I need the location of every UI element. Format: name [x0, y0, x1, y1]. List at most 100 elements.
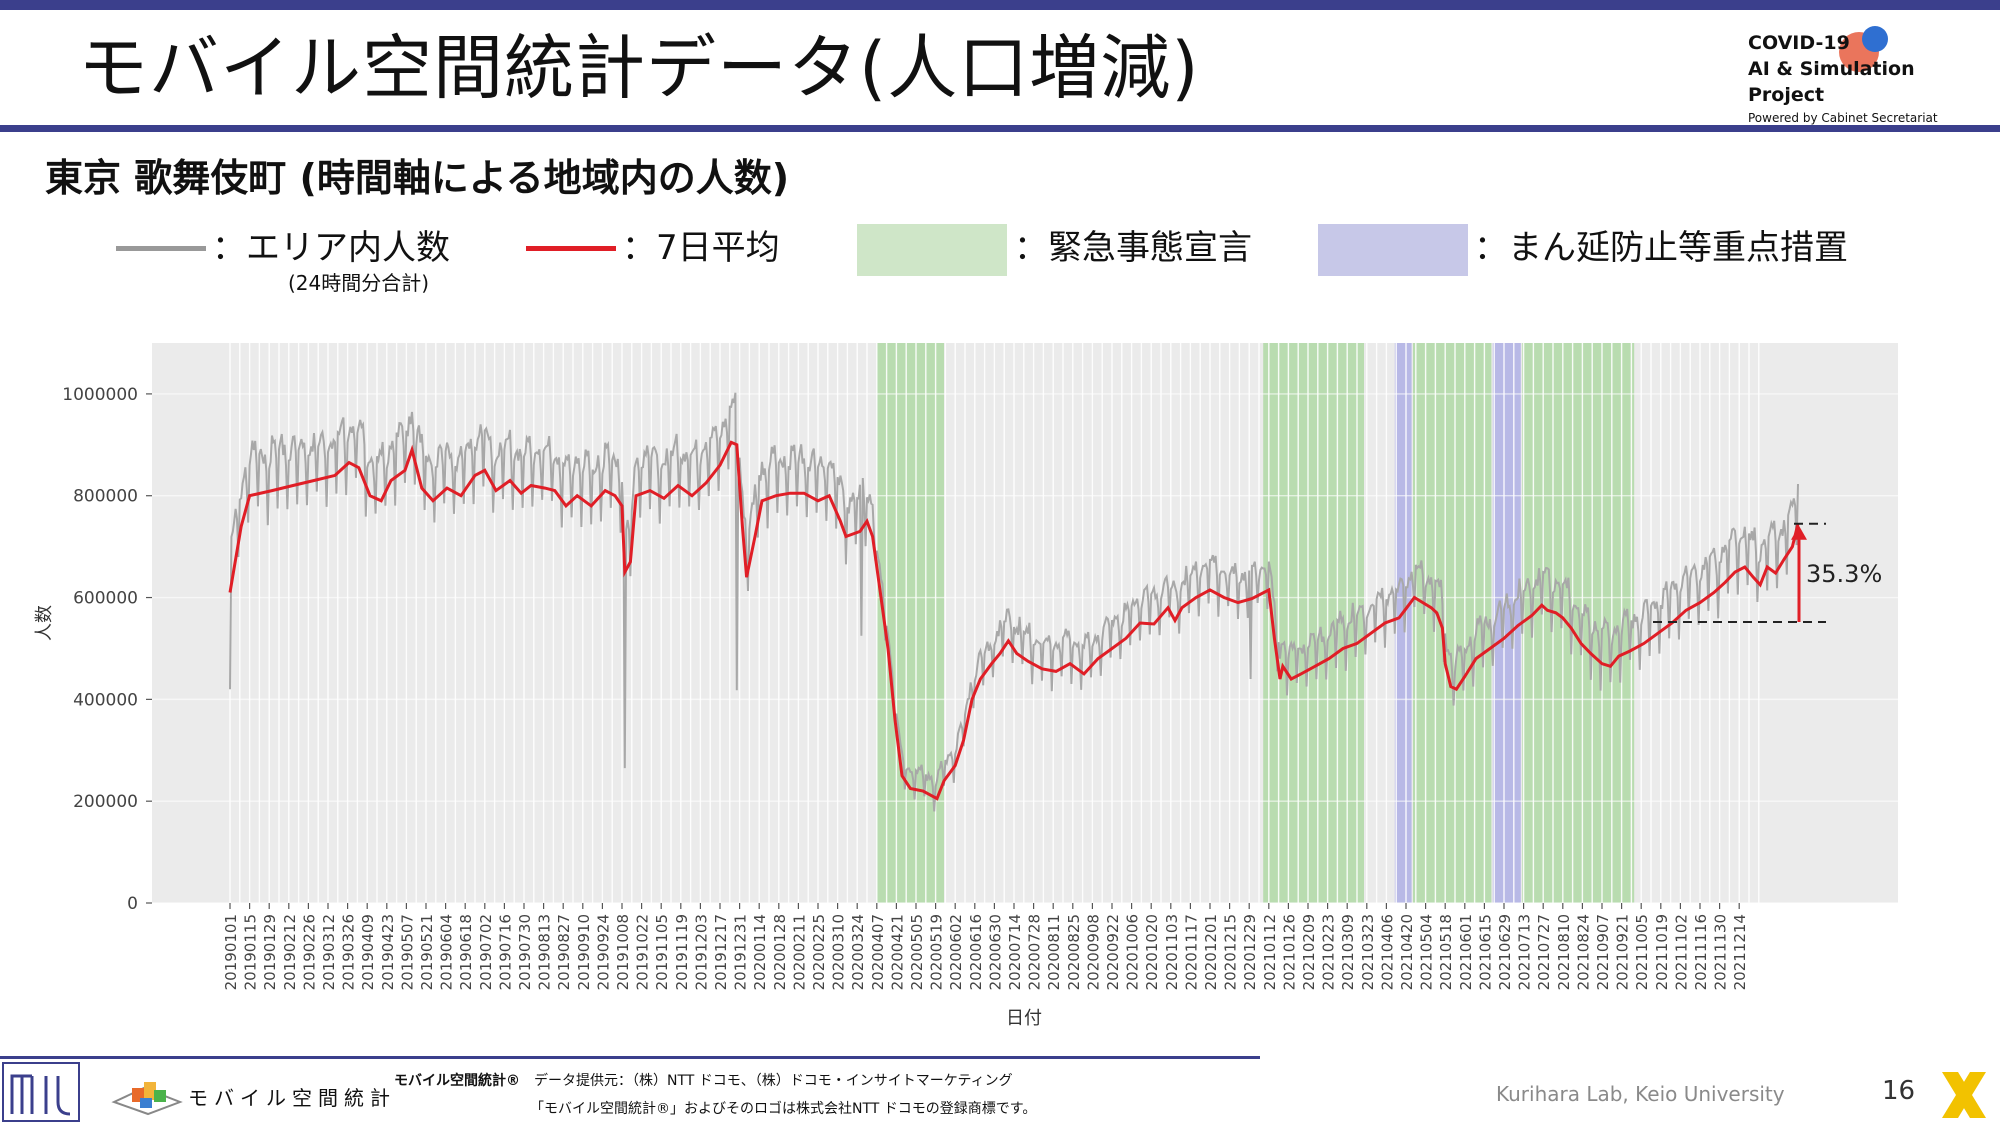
covid-project-logo: COVID-19 AI & Simulation Project Powered…: [1748, 26, 1988, 125]
x-tick-label: 20190813: [536, 914, 554, 990]
x-tick-label: 20190226: [300, 914, 318, 990]
footer-provider: データ提供元：（株）NTT ドコモ、（株）ドコモ・インサイトマーケティング: [534, 1073, 1013, 1089]
x-tick-label: 20190924: [594, 914, 612, 990]
legend-gray-line-swatch: [116, 246, 206, 251]
footer-lab-name: Kurihara Lab, Keio University: [1496, 1082, 1785, 1106]
x-tick-label: 20201006: [1124, 914, 1142, 990]
x-tick-label: 20190326: [340, 914, 358, 990]
x-logo-icon: [1942, 1072, 1986, 1118]
y-tick-label: 0: [127, 894, 138, 914]
mobile-logo-text: モバイル空間統計: [188, 1086, 396, 1110]
legend-purple-label: ：まん延防止等重点措置: [1474, 228, 1848, 268]
logo-line-2: AI & Simulation Project: [1748, 58, 1915, 106]
population-line-chart: 0 200000 400000 600000 800000 1000000 2019010…: [34, 343, 1898, 1029]
footer-divider: [0, 1056, 1260, 1059]
annotation-arrow-head: [1791, 525, 1807, 540]
x-tick-label: 20210615: [1476, 914, 1494, 990]
blue-circle-icon: [1862, 26, 1888, 52]
emergency-band-0: [876, 343, 944, 903]
x-tick-label: 20190423: [379, 914, 397, 990]
x-tick-label: 20191105: [653, 914, 671, 990]
x-tick-label: 20200825: [1065, 914, 1083, 990]
priority-band-0: [1394, 343, 1412, 903]
footer-trademark: 「モバイル空間統計®」およびそのロゴは株式会社NTT ドコモの登録商標です。: [530, 1101, 1037, 1117]
x-tick-label: 20201117: [1182, 914, 1200, 990]
y-tick-label: 600000: [73, 589, 138, 609]
x-tick-label: 20210921: [1614, 914, 1632, 990]
lab-logo-icon: [2, 1062, 80, 1122]
x-axis-title: 日付: [1006, 1008, 1042, 1029]
x-tick-label: 20201201: [1202, 914, 1220, 990]
x-tick-label: 20200225: [810, 914, 828, 990]
x-tick-label: 20210727: [1535, 914, 1553, 990]
x-tick-label: 20210504: [1418, 914, 1436, 990]
x-tick-label: 20190212: [281, 914, 299, 990]
x-tick-label: 20210518: [1437, 914, 1455, 990]
x-tick-label: 20190409: [359, 914, 377, 990]
x-tick-label: 20200616: [967, 914, 985, 990]
mobile-stats-logo: モバイル空間統計: [110, 1076, 390, 1116]
x-tick-label: 20190521: [418, 914, 436, 990]
x-tick-label: 20210112: [1261, 914, 1279, 990]
legend-red-line-swatch: [526, 246, 616, 251]
x-tick-label: 20201103: [1163, 914, 1181, 990]
x-tick-label: 20191217: [712, 914, 730, 990]
x-tick-label: 20190910: [575, 914, 593, 990]
x-tick-label: 20211130: [1712, 914, 1730, 990]
x-tick-label: 20210323: [1359, 914, 1377, 990]
x-tick-label: 20201215: [1222, 914, 1240, 990]
x-tick-label: 20190730: [516, 914, 534, 990]
x-tick-label: 20190604: [438, 914, 456, 990]
x-tick-label: 20200728: [1026, 914, 1044, 990]
x-tick-label: 20190827: [555, 914, 573, 990]
x-tick-label: 20211102: [1672, 914, 1690, 990]
x-tick-label: 20210810: [1555, 914, 1573, 990]
x-tick-label: 20210223: [1320, 914, 1338, 990]
y-tick-label: 200000: [73, 792, 138, 812]
x-tick-label: 20200908: [1084, 914, 1102, 990]
x-tick-label: 20210209: [1300, 914, 1318, 990]
x-tick-label: 20191119: [673, 914, 691, 990]
legend-gray-note: (24時間分合計): [288, 271, 430, 295]
cube-logo-icon: [111, 1082, 183, 1116]
x-tick-label: 20191231: [732, 914, 750, 990]
x-tick-label: 20200211: [790, 914, 808, 990]
x-tick-label: 20200602: [947, 914, 965, 990]
x-tick-label: 20200114: [751, 914, 769, 990]
x-tick-label: 20191203: [692, 914, 710, 990]
logo-line-1: COVID-19: [1748, 32, 1850, 54]
x-tick-label: 20210713: [1516, 914, 1534, 990]
x-tick-label: 20200922: [1104, 914, 1122, 990]
x-tick-label: 20200630: [986, 914, 1004, 990]
x-tick-label: 20201229: [1241, 914, 1259, 990]
legend-red-label: ：7日平均: [622, 228, 780, 268]
x-tick-label: 20200505: [908, 914, 926, 990]
legend-gray-label: ：エリア内人数: [212, 228, 450, 268]
page-number: 16: [1882, 1076, 1916, 1106]
x-tick-label: 20190101: [222, 914, 240, 990]
x-tick-label: 20190115: [242, 914, 260, 990]
x-tick-label: 20190312: [320, 914, 338, 990]
x-tick-label: 20191022: [634, 914, 652, 990]
x-tick-label: 20211005: [1633, 914, 1651, 990]
series-raw-line: [229, 392, 1799, 812]
x-tick-label: 20190702: [477, 914, 495, 990]
x-tick-label: 20200421: [888, 914, 906, 990]
priority-band-1: [1492, 343, 1521, 903]
x-tick-label: 20200811: [1045, 914, 1063, 990]
increase-annotation: 35.3%: [1653, 522, 1882, 623]
header-divider: [0, 125, 2000, 132]
x-tick-label: 20210309: [1339, 914, 1357, 990]
footer-brand: モバイル空間統計®: [394, 1073, 520, 1089]
y-axis-title: 人数: [34, 605, 55, 641]
legend-green-swatch: [857, 224, 1007, 276]
y-tick-label: 800000: [73, 487, 138, 507]
legend-purple-swatch: [1318, 224, 1468, 276]
chart-subtitle: 東京 歌舞伎町 (時間軸による地域内の人数): [45, 156, 790, 200]
x-tick-label: 20211019: [1653, 914, 1671, 990]
y-tick-label: 400000: [73, 690, 138, 710]
x-tick-label: 20190129: [261, 914, 279, 990]
x-tick-label: 20200714: [1006, 914, 1024, 990]
x-tick-label: 20201020: [1143, 914, 1161, 990]
x-tick-label: 20210629: [1496, 914, 1514, 990]
